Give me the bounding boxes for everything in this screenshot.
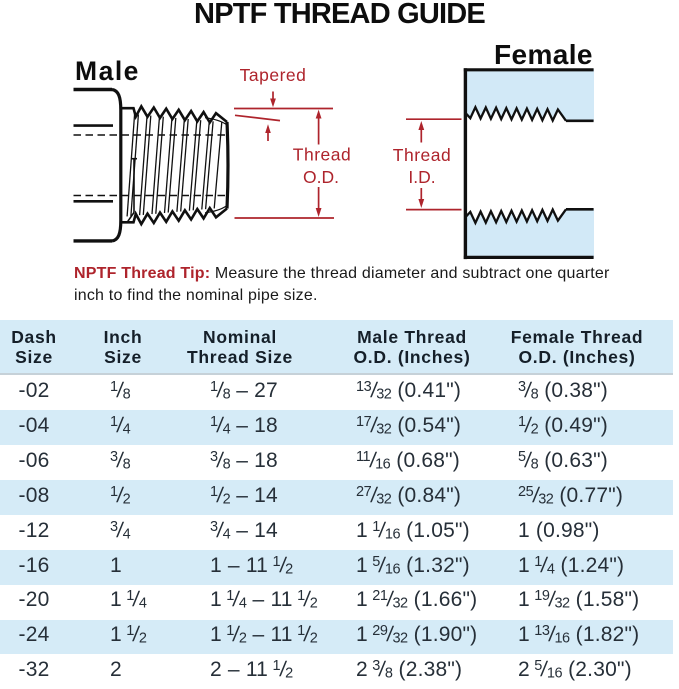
svg-text:O.D.: O.D. [303, 167, 339, 187]
svg-text:Female: Female [494, 39, 593, 70]
svg-text:Thread: Thread [293, 145, 351, 165]
svg-text:Tapered: Tapered [240, 65, 307, 85]
svg-text:Male: Male [75, 56, 140, 86]
svg-text:Thread: Thread [393, 145, 451, 165]
svg-text:I.D.: I.D. [408, 167, 435, 187]
